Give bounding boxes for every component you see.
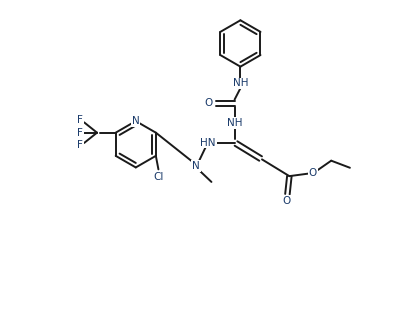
Text: N: N xyxy=(192,161,199,171)
Text: O: O xyxy=(308,168,316,178)
Text: F: F xyxy=(77,115,83,126)
Text: F: F xyxy=(77,140,83,150)
Text: HN: HN xyxy=(200,137,216,148)
Text: F: F xyxy=(77,128,83,138)
Text: O: O xyxy=(204,98,212,109)
Text: NH: NH xyxy=(226,118,242,128)
Text: O: O xyxy=(281,195,290,206)
Text: NH: NH xyxy=(232,78,247,89)
Text: N: N xyxy=(132,116,139,126)
Text: Cl: Cl xyxy=(153,172,163,182)
